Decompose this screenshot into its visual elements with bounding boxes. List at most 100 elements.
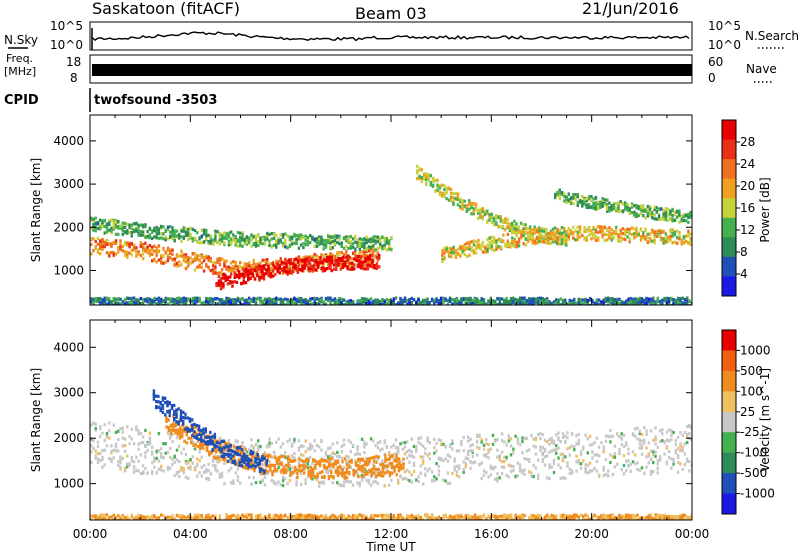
heatmap-cell-band-0	[248, 261, 251, 265]
heatmap-cell-band-0	[123, 437, 127, 441]
heatmap-cell-band-2	[189, 232, 192, 237]
heatmap-cell-band-6	[261, 299, 264, 303]
heatmap-cell-band-1	[346, 266, 349, 270]
heatmap-cell-band-2	[304, 234, 307, 238]
colorbar-swatch	[722, 139, 736, 160]
heatmap-cell-band-0	[379, 440, 382, 444]
heatmap-cell-band-0	[376, 457, 380, 461]
cpid-label: CPID	[4, 93, 39, 108]
heatmap-cell-band-2	[114, 220, 118, 224]
heatmap-cell-band-0	[193, 256, 197, 260]
heatmap-cell-band-5	[673, 212, 677, 216]
heatmap-cell-band-4	[502, 233, 505, 237]
heatmap-cell-band-2	[234, 235, 237, 239]
heatmap-cell-band-0	[146, 448, 149, 453]
heatmap-cell-band-0	[180, 451, 183, 455]
heatmap-cell-band-0	[521, 436, 524, 440]
heatmap-cell-band-3	[427, 173, 430, 177]
heatmap-cell-band-0	[101, 457, 104, 462]
heatmap-cell-band-3	[436, 188, 439, 192]
heatmap-cell-band-0	[191, 440, 194, 444]
heatmap-cell-band-0	[214, 463, 217, 468]
heatmap-cell-band-0	[293, 451, 296, 456]
heatmap-cell-band-0	[135, 468, 138, 472]
heatmap-cell-band-6	[369, 297, 373, 301]
heatmap-cell-band-0	[261, 463, 264, 467]
heatmap-cell-band-0	[209, 471, 212, 475]
heatmap-cell-band-0	[236, 475, 240, 479]
heatmap-cell-band-5	[653, 205, 656, 209]
heatmap-cell-band-1	[244, 272, 248, 276]
heatmap-cell-band-0	[110, 242, 113, 246]
heatmap-cell-band-6	[652, 296, 655, 300]
heatmap-cell-band-0	[160, 452, 163, 456]
heatmap-cell-band-6	[135, 298, 138, 302]
heatmap-cell-band-0	[148, 250, 152, 254]
heatmap-cell-band-6	[424, 298, 427, 302]
heatmap-cell-band-0	[126, 255, 129, 259]
heatmap-cell-band-6	[351, 303, 355, 305]
heatmap-cell-band-0	[193, 252, 197, 256]
heatmap-cell-band-0	[315, 443, 319, 448]
heatmap-cell-band-1	[348, 267, 351, 271]
heatmap-cell-band-6	[458, 301, 461, 305]
heatmap-cell-band-4	[540, 233, 543, 237]
heatmap-cell-band-0	[293, 470, 296, 475]
heatmap-cell-band-4	[624, 237, 627, 242]
heatmap-cell-band-0	[166, 256, 170, 260]
heatmap-cell-band-1	[253, 268, 257, 272]
heatmap-cell-band-0	[236, 478, 240, 482]
nsearch-tick-bottom: 10^0	[708, 38, 741, 52]
heatmap-cell-band-4	[536, 241, 539, 245]
heatmap-cell-band-2	[360, 237, 364, 242]
heatmap-cell-band-2	[160, 236, 163, 240]
heatmap-cell-band-4	[477, 242, 480, 246]
heatmap-cell-band-4	[585, 229, 588, 233]
heatmap-cell-band-0	[297, 446, 301, 450]
heatmap-cell-band-3	[506, 224, 509, 228]
heatmap-cell-band-0	[169, 248, 172, 252]
heatmap-cell-band-0	[105, 444, 109, 448]
heatmap-cell-band-6	[410, 296, 413, 300]
heatmap-cell-band-2	[279, 233, 282, 237]
heatmap-cell-band-3	[495, 216, 498, 220]
heatmap-cell-band-0	[311, 461, 314, 465]
heatmap-cell-band-0	[245, 265, 249, 269]
heatmap-cell-band-6	[469, 296, 472, 300]
heatmap-cell-band-2	[227, 235, 231, 239]
heatmap-cell-band-0	[403, 441, 407, 445]
heatmap-cell-band-5	[628, 207, 631, 211]
heatmap-cell-band-2	[356, 238, 359, 243]
heatmap-cell-band-4	[545, 240, 548, 244]
heatmap-cell-band-0	[241, 266, 244, 271]
heatmap-cell-band-5	[669, 210, 672, 214]
heatmap-cell-band-4	[499, 238, 503, 242]
heatmap-cell-band-4	[547, 236, 550, 240]
heatmap-cell-band-0	[455, 473, 459, 477]
heatmap-cell-band-6	[171, 299, 174, 303]
heatmap-cell-band-0	[166, 467, 170, 471]
heatmap-cell-band-6	[559, 297, 562, 301]
heatmap-cell-band-0	[304, 439, 307, 443]
heatmap-cell-band-3	[522, 223, 525, 227]
heatmap-cell-band-2	[187, 227, 190, 231]
heatmap-cell-band-0	[216, 460, 219, 464]
heatmap-cell-band-6	[166, 302, 170, 305]
heatmap-cell-band-0	[209, 256, 212, 260]
heatmap-cell-band-0	[234, 439, 237, 443]
heatmap-cell-band-5	[583, 198, 586, 202]
heatmap-cell-band-4	[506, 232, 509, 236]
heatmap-cell-band-0	[144, 451, 147, 455]
heatmap-cell-band-2	[336, 240, 339, 245]
heatmap-cell-band-4	[508, 241, 512, 246]
heatmap-cell-band-4	[479, 247, 482, 251]
heatmap-cell-band-4	[601, 233, 604, 237]
heatmap-cell-band-2	[191, 227, 194, 231]
heatmap-cell-band-6	[268, 302, 271, 305]
heatmap-cell-band-2	[193, 229, 197, 233]
heatmap-cell-band-2	[173, 229, 176, 233]
heatmap-cell-band-2	[376, 240, 380, 244]
heatmap-cell-band-1	[238, 276, 241, 280]
heatmap-cell-band-0	[480, 476, 483, 481]
heatmap-cell-band-4	[540, 229, 543, 233]
